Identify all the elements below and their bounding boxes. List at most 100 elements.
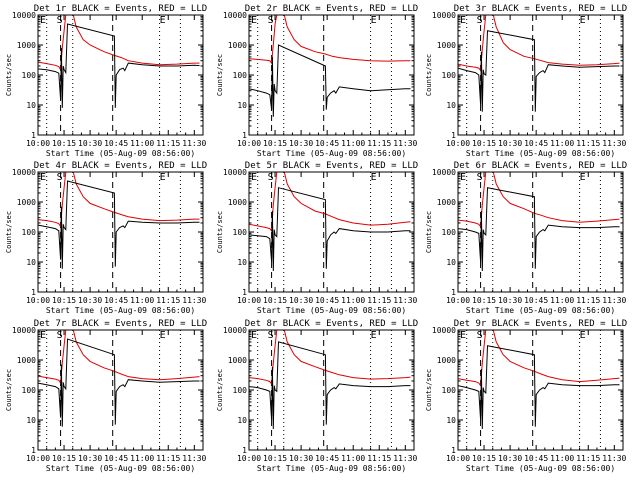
start-marker-label: S — [268, 172, 274, 183]
y-tick-label: 10 — [237, 101, 247, 110]
x-tick-label: 10:45 — [104, 296, 128, 305]
x-tick-label: 11:15 — [576, 454, 600, 463]
x-tick-label: 10:00 — [446, 296, 470, 305]
x-axis-label: Start Time (05-Aug-09 08:56:00) — [257, 464, 406, 473]
y-axis-label: Counts/sec — [216, 54, 224, 96]
x-tick-label: 10:30 — [498, 296, 522, 305]
x-axis-label: Start Time (05-Aug-09 08:56:00) — [466, 464, 615, 473]
x-tick-label: 10:30 — [78, 296, 102, 305]
end-marker-label-right: E — [371, 172, 377, 183]
end-marker-label-left: E — [460, 15, 466, 26]
panel-title: Det 3r BLACK = Events, RED = LLD — [454, 4, 627, 14]
y-tick-label: 1000 — [437, 41, 456, 50]
series-line-lld — [249, 330, 411, 386]
panel-title: Det 2r BLACK = Events, RED = LLD — [245, 4, 418, 14]
y-tick-label: 10000 — [223, 326, 247, 335]
x-axis-label: Start Time (05-Aug-09 08:56:00) — [257, 149, 406, 158]
end-marker-label-left: E — [251, 172, 257, 183]
x-tick-label: 10:15 — [263, 139, 287, 148]
end-marker-label-right: E — [160, 15, 166, 26]
y-tick-label: 100 — [233, 71, 248, 80]
x-tick-label: 10:30 — [78, 454, 102, 463]
end-marker-label-left: E — [460, 330, 466, 341]
series-line-events — [38, 23, 200, 108]
x-tick-label: 10:45 — [524, 454, 548, 463]
x-tick-label: 10:30 — [78, 139, 102, 148]
x-tick-label: 10:45 — [524, 296, 548, 305]
series-line-lld — [458, 172, 620, 229]
x-tick-label: 10:00 — [237, 296, 261, 305]
panel-title: Det 6r BLACK = Events, RED = LLD — [454, 161, 627, 171]
y-tick-label: 10 — [446, 258, 456, 267]
series-line-events — [249, 341, 411, 430]
x-tick-label: 10:15 — [263, 454, 287, 463]
x-tick-label: 11:15 — [367, 454, 391, 463]
start-marker-label: S — [477, 15, 483, 26]
x-tick-label: 11:00 — [341, 139, 365, 148]
end-marker-label-left: E — [460, 172, 466, 183]
end-marker-label-right: E — [160, 330, 166, 341]
x-tick-label: 10:00 — [446, 139, 470, 148]
x-tick-label: 10:15 — [472, 296, 496, 305]
start-marker-label: S — [57, 15, 63, 26]
x-tick-label: 10:15 — [263, 296, 287, 305]
series-line-events — [458, 345, 620, 430]
y-tick-label: 1000 — [228, 198, 247, 207]
x-tick-label: 11:30 — [602, 454, 626, 463]
x-tick-label: 10:30 — [498, 139, 522, 148]
x-tick-label: 11:30 — [393, 139, 417, 148]
end-marker-label-left: E — [40, 15, 46, 26]
end-marker-label-right: E — [371, 330, 377, 341]
x-axis-label: Start Time (05-Aug-09 08:56:00) — [46, 149, 195, 158]
x-axis-label: Start Time (05-Aug-09 08:56:00) — [257, 306, 406, 315]
y-axis-label: Counts/sec — [216, 369, 224, 411]
y-axis-label: Counts/sec — [425, 211, 433, 253]
x-tick-label: 11:00 — [550, 454, 574, 463]
y-tick-label: 100 — [233, 386, 248, 395]
x-tick-label: 11:15 — [156, 139, 180, 148]
y-tick-label: 1 — [451, 446, 456, 455]
y-tick-label: 1 — [31, 446, 36, 455]
y-tick-label: 10000 — [12, 11, 36, 20]
y-axis-label: Counts/sec — [425, 54, 433, 96]
end-marker-label-right: E — [580, 172, 586, 183]
panel-title: Det 1r BLACK = Events, RED = LLD — [34, 4, 207, 14]
x-tick-label: 11:00 — [130, 454, 154, 463]
y-tick-label: 10000 — [432, 11, 456, 20]
y-tick-label: 10 — [26, 258, 36, 267]
x-tick-label: 10:00 — [237, 454, 261, 463]
end-marker-label-right: E — [371, 15, 377, 26]
x-tick-label: 10:30 — [498, 454, 522, 463]
x-tick-label: 10:00 — [446, 454, 470, 463]
y-tick-label: 1000 — [17, 41, 36, 50]
y-tick-label: 10000 — [432, 168, 456, 177]
x-tick-label: 11:30 — [182, 454, 206, 463]
x-tick-label: 11:00 — [341, 454, 365, 463]
series-line-events — [38, 180, 200, 269]
series-line-lld — [38, 330, 200, 385]
panel-title: Det 8r BLACK = Events, RED = LLD — [245, 319, 418, 329]
series-line-lld — [249, 15, 411, 65]
panel-title: Det 5r BLACK = Events, RED = LLD — [245, 161, 418, 171]
y-tick-label: 1000 — [17, 356, 36, 365]
y-axis-label: Counts/sec — [5, 369, 13, 411]
x-tick-label: 10:45 — [104, 454, 128, 463]
x-tick-label: 10:45 — [524, 139, 548, 148]
y-tick-label: 1 — [242, 131, 247, 140]
series-line-lld — [458, 330, 620, 388]
end-marker-label-right: E — [580, 15, 586, 26]
y-tick-label: 10 — [26, 101, 36, 110]
y-axis-label: Counts/sec — [216, 211, 224, 253]
x-tick-label: 10:30 — [289, 139, 313, 148]
x-tick-label: 11:30 — [393, 454, 417, 463]
x-tick-label: 11:00 — [550, 139, 574, 148]
y-tick-label: 100 — [233, 228, 248, 237]
x-tick-label: 11:15 — [576, 296, 600, 305]
series-line-events — [458, 187, 620, 272]
y-tick-label: 100 — [442, 71, 457, 80]
x-tick-label: 10:15 — [52, 139, 76, 148]
